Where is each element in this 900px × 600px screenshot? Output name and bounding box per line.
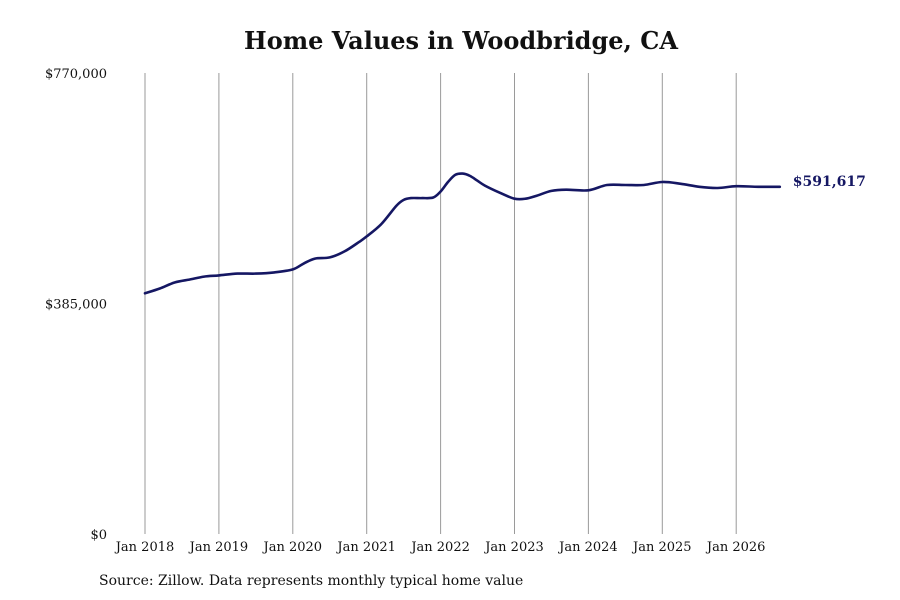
series-layer [143, 172, 782, 295]
source-note: Source: Zillow. Data represents monthly … [99, 573, 524, 589]
x-tick-label: Jan 2026 [705, 540, 766, 555]
end-value-label: $591,617 [793, 174, 866, 190]
x-tick-label: Jan 2023 [483, 540, 544, 555]
chart-title: Home Values in Woodbridge, CA [244, 26, 678, 55]
grid-lines [144, 73, 737, 534]
x-tick-label: Jan 2024 [557, 540, 618, 555]
x-tick-label: Jan 2019 [188, 540, 249, 555]
y-tick-label: $770,000 [45, 67, 107, 82]
y-tick-label: $385,000 [45, 298, 107, 313]
x-tick-label: Jan 2025 [631, 540, 692, 555]
x-axis-tick-labels: Jan 2018 Jan 2019 Jan 2020 Jan 2021 Jan 2022… [114, 540, 766, 555]
series-line [143, 172, 782, 295]
x-tick-label: Jan 2018 [114, 540, 175, 555]
x-tick-label: Jan 2022 [409, 540, 470, 555]
x-tick-label: Jan 2021 [335, 540, 396, 555]
y-axis-tick-labels: $0 $385,000 $770,000 [45, 67, 107, 543]
y-tick-label: $0 [90, 528, 107, 543]
end-label-layer: $591,617 [793, 174, 866, 190]
x-tick-label: Jan 2020 [262, 540, 323, 555]
